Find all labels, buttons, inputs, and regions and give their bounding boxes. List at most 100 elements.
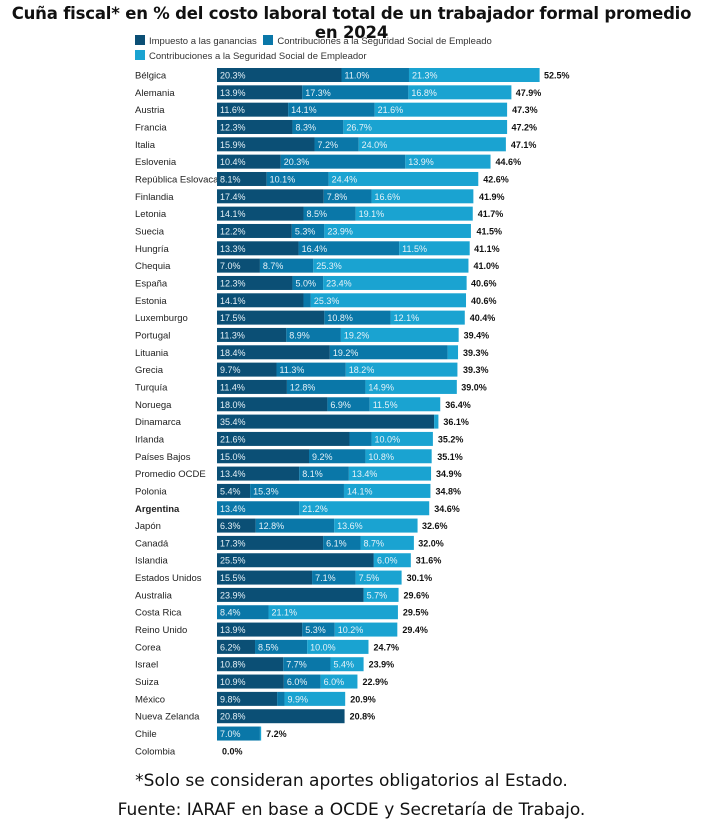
bar-segment-employer-ss	[405, 154, 491, 169]
segment-value-label: 6.2%	[220, 642, 241, 652]
category-label: Irlanda	[135, 434, 165, 445]
bar-segment-income-tax	[217, 293, 304, 308]
segment-value-label: 9.7%	[220, 365, 241, 375]
category-label: Alemania	[135, 88, 175, 99]
total-value-label: 47.1%	[511, 140, 537, 150]
total-value-label: 36.1%	[443, 417, 469, 427]
segment-value-label: 6.3%	[220, 521, 241, 531]
segment-value-label: 21.3%	[412, 71, 438, 81]
category-label: Turquía	[135, 382, 168, 393]
bar-segment-employer-ss	[408, 85, 512, 100]
bar-segment-employer-ss	[259, 726, 262, 741]
category-label: Francia	[135, 122, 167, 133]
bar-segment-income-tax	[217, 189, 324, 204]
category-label: Reino Unido	[135, 625, 187, 636]
category-label: Estonia	[135, 296, 167, 307]
total-value-label: 40.4%	[470, 313, 496, 323]
category-label: Islandia	[135, 556, 168, 567]
legend-swatch-income-tax	[135, 35, 145, 45]
total-value-label: 41.5%	[477, 226, 503, 236]
segment-value-label: 10.9%	[220, 677, 246, 687]
bar-segment-employee-ss	[303, 293, 311, 308]
segment-value-label: 25.3%	[314, 296, 340, 306]
bar-segment-employer-ss	[340, 327, 459, 342]
bar-segment-employer-ss	[320, 674, 358, 689]
segment-value-label: 5.3%	[295, 226, 316, 236]
segment-value-label: 23.9%	[220, 590, 246, 600]
segment-value-label: 11.5%	[373, 400, 398, 410]
total-value-label: 34.9%	[436, 469, 462, 479]
bar-segment-employee-ss	[259, 258, 314, 273]
segment-value-label: 5.4%	[220, 486, 241, 496]
segment-value-label: 16.8%	[411, 88, 437, 98]
segment-value-label: 13.9%	[220, 88, 246, 98]
bar-segment-employee-ss	[327, 397, 370, 412]
bar-segment-income-tax	[217, 553, 374, 568]
segment-value-label: 15.9%	[220, 140, 246, 150]
bar-segment-employer-ss	[323, 275, 467, 290]
bar-segment-employer-ss	[345, 362, 458, 377]
bar-segment-employer-ss	[374, 553, 411, 568]
bar-segment-employee-ss	[299, 466, 349, 481]
legend-swatch-employee-ss	[263, 35, 274, 45]
segment-value-label: 13.9%	[220, 625, 246, 635]
bar-segment-employer-ss	[434, 414, 439, 429]
legend-label: Impuesto a las ganancias	[149, 36, 257, 47]
category-label: Países Bajos	[135, 452, 191, 463]
bar-segment-income-tax	[217, 310, 325, 325]
segment-value-label: 14.1%	[220, 296, 246, 306]
category-label: Polonia	[135, 486, 167, 497]
bar-segment-employer-ss	[348, 466, 432, 481]
segment-value-label: 9.2%	[312, 452, 333, 462]
bar-segment-employee-ss	[280, 154, 406, 169]
bar-segment-employee-ss	[329, 345, 448, 360]
bar-segment-employee-ss	[292, 275, 324, 290]
segment-value-label: 13.6%	[337, 521, 363, 531]
segment-value-label: 14.1%	[220, 209, 246, 219]
segment-value-label: 7.0%	[220, 729, 241, 739]
segment-value-label: 7.5%	[359, 573, 380, 583]
bar-segment-employer-ss	[313, 258, 469, 273]
segment-value-label: 8.7%	[364, 538, 385, 548]
legend-item-employer-ss: Contribuciones a la Seguridad Social de …	[135, 49, 367, 64]
segment-value-label: 18.0%	[220, 400, 246, 410]
category-label: Letonia	[135, 209, 167, 220]
total-value-label: 40.6%	[471, 296, 497, 306]
category-label: Corea	[135, 642, 162, 653]
bar-segment-employer-ss	[369, 397, 441, 412]
segment-value-label: 17.4%	[220, 192, 246, 202]
bar-segment-income-tax	[217, 709, 345, 724]
segment-value-label: 7.0%	[220, 261, 241, 271]
category-label: Chequia	[135, 261, 171, 272]
bar-segment-employee-ss	[298, 241, 400, 256]
total-value-label: 34.8%	[435, 486, 461, 496]
bar-segment-employee-ss	[302, 85, 409, 100]
bar-segment-income-tax	[217, 275, 293, 290]
segment-value-label: 5.0%	[295, 278, 316, 288]
bar-segment-employee-ss	[217, 726, 260, 741]
segment-value-label: 15.5%	[220, 573, 246, 583]
bar-segment-income-tax	[217, 85, 303, 100]
category-label: Dinamarca	[135, 417, 182, 428]
total-value-label: 40.6%	[471, 278, 497, 288]
segment-value-label: 35.4%	[220, 417, 246, 427]
segment-value-label: 13.9%	[408, 157, 434, 167]
total-value-label: 30.1%	[407, 573, 433, 583]
segment-value-label: 13.4%	[220, 469, 246, 479]
bar-segment-employee-ss	[283, 674, 321, 689]
bar-segment-employee-ss	[323, 189, 372, 204]
category-label: Bélgica	[135, 71, 167, 82]
bar-segment-income-tax	[217, 154, 281, 169]
segment-value-label: 19.2%	[333, 348, 359, 358]
segment-value-label: 10.0%	[375, 434, 401, 444]
segment-value-label: 14.1%	[347, 486, 373, 496]
segment-value-label: 7.1%	[315, 573, 336, 583]
bar-segment-income-tax	[217, 657, 284, 672]
segment-value-label: 12.3%	[220, 122, 246, 132]
bar-segment-employee-ss	[324, 310, 391, 325]
total-value-label: 7.2%	[266, 729, 287, 739]
bar-segment-income-tax	[217, 362, 277, 377]
legend-item-employee-ss: Contribuciones a la Seguridad Social de …	[263, 34, 492, 49]
segment-value-label: 5.3%	[305, 625, 326, 635]
legend-swatch-employer-ss	[135, 50, 145, 60]
